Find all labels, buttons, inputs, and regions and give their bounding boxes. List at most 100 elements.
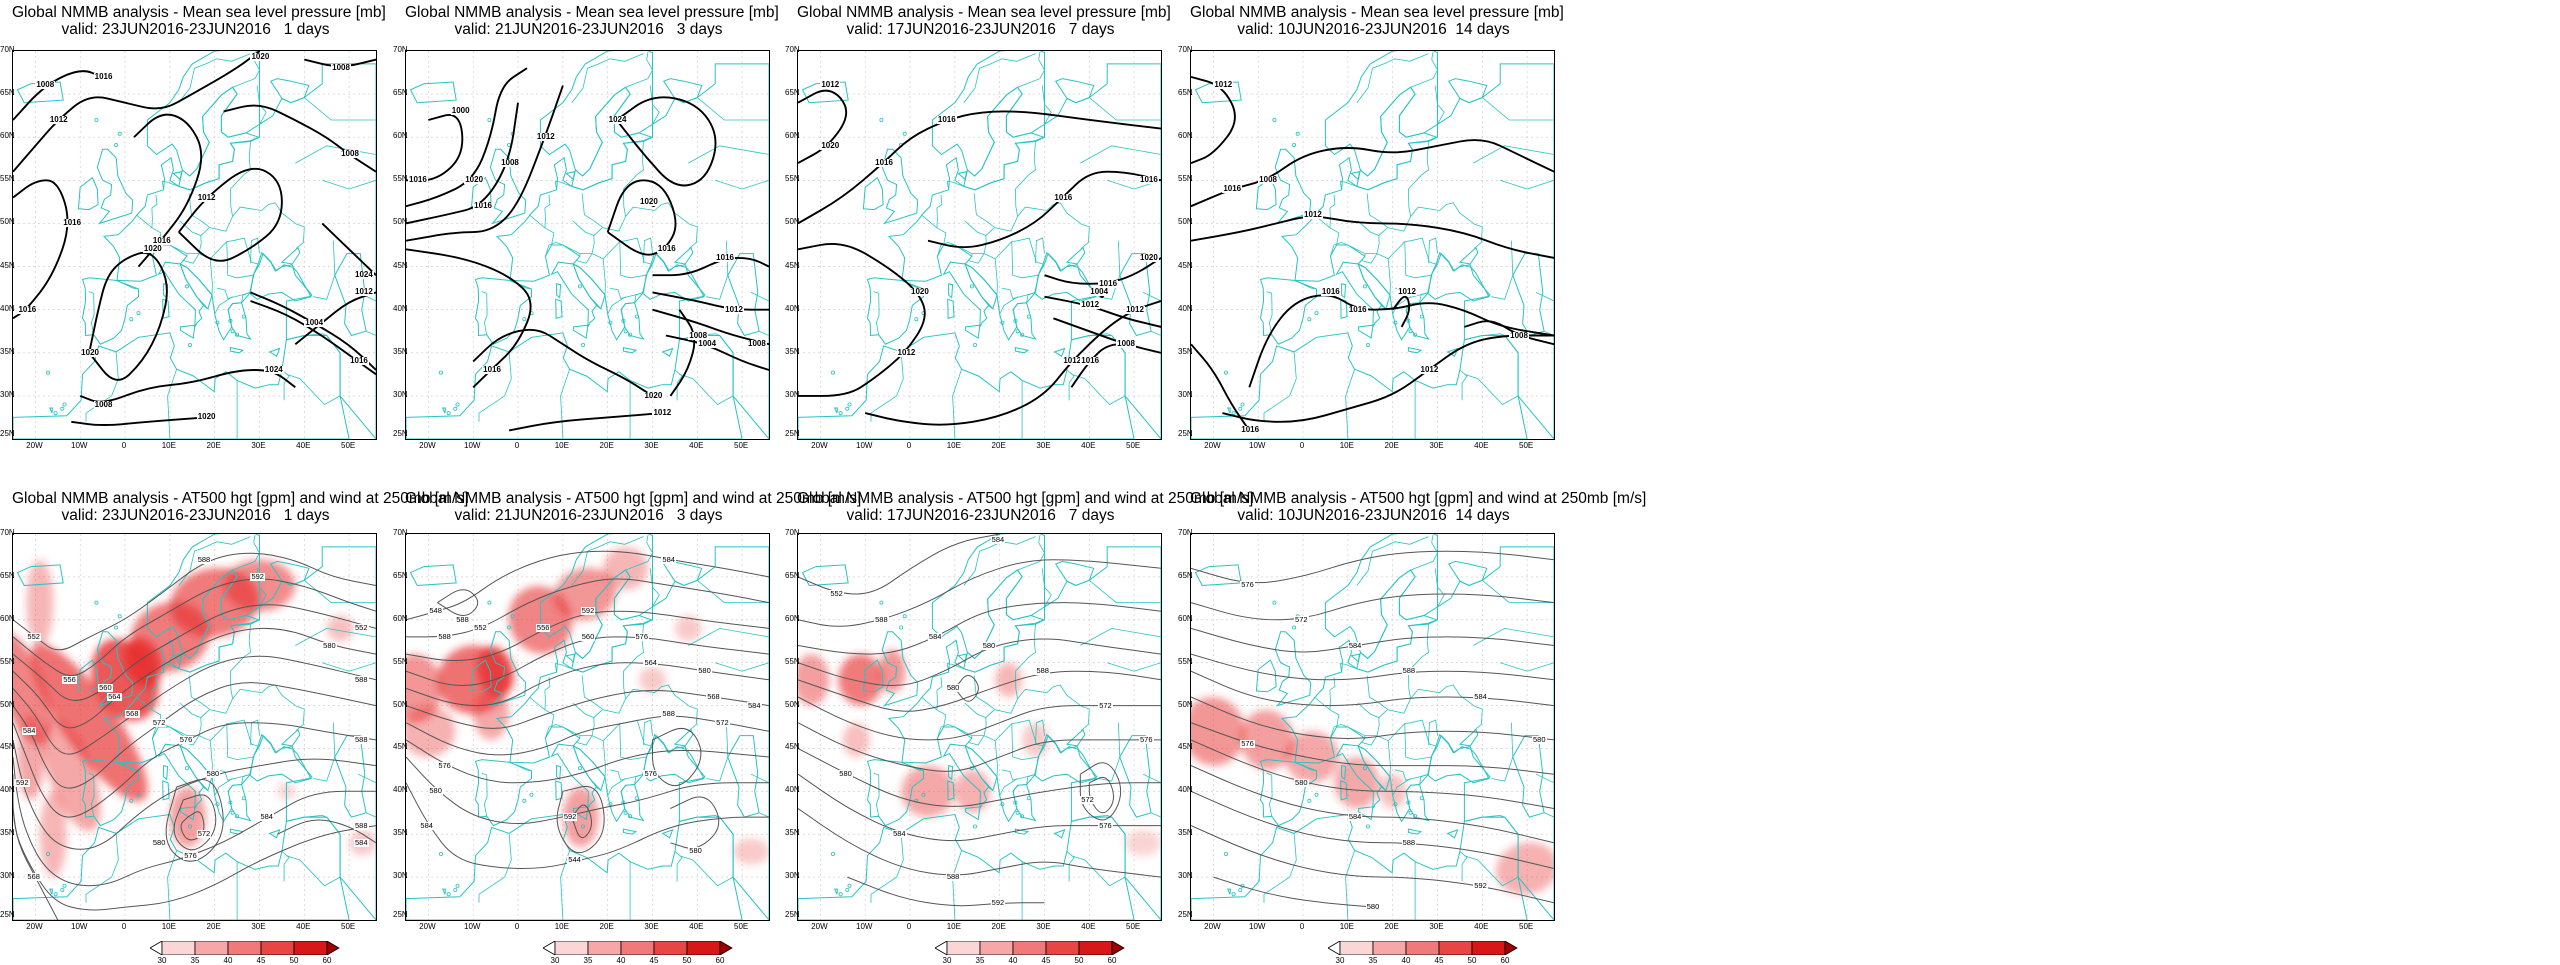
contour-label: 572: [715, 717, 730, 727]
contour-line: [406, 85, 564, 242]
longitude-label: 10W: [1248, 922, 1266, 931]
longitude-label: 20W: [419, 441, 436, 450]
longitude-label: 0: [906, 922, 912, 931]
contour-label: 1008: [747, 339, 767, 349]
contour-line: [1391, 295, 1411, 328]
contour-label: 1012: [1303, 209, 1323, 219]
contour-line: [1191, 722, 1554, 775]
contour-label: 1016: [473, 201, 493, 211]
contour-line: [406, 715, 769, 756]
contour-line: [321, 222, 376, 276]
coastlines: [1191, 51, 1554, 439]
map-frame: 1000100410081012101610201024101610201016…: [405, 50, 770, 440]
contour-line: [13, 808, 59, 920]
msl-pressure-panel: Global NMMB analysis - Mean sea level pr…: [0, 0, 390, 960]
contour-label: 580: [151, 837, 167, 847]
colorbar-under-triangle: [150, 941, 163, 955]
longitude-label: 40E: [1474, 441, 1489, 450]
longitude-label: 20E: [206, 441, 221, 450]
contour-label: 544: [567, 854, 582, 864]
msl-pressure-panel: Global NMMB analysis - Mean sea level pr…: [785, 0, 1175, 960]
contours: [1191, 550, 1554, 908]
contour-label: 1012: [1397, 287, 1417, 297]
longitude-label: 10E: [161, 441, 176, 450]
contour-line: [13, 682, 376, 789]
contour-line: [406, 114, 464, 182]
contour-label: 576: [178, 734, 194, 744]
wind-shade-area: [477, 645, 515, 697]
contour-line: [88, 251, 168, 381]
contour-line: [250, 291, 376, 371]
colorbar-tick-label: 30: [942, 956, 952, 965]
latitude-label: 45N: [785, 742, 800, 752]
contour-label: 588: [1035, 666, 1050, 676]
longitude-label: 50E: [1125, 922, 1141, 931]
contour-line: [1213, 876, 1375, 908]
panel-title: Global NMMB analysis - Mean sea level pr…: [1190, 4, 1564, 21]
contour-line: [798, 534, 1000, 595]
colorbar-tick-label: 35: [1368, 956, 1378, 965]
contour-label: 552: [354, 623, 369, 633]
latitude-label: 30N: [0, 871, 15, 881]
contour-label: 560: [580, 631, 596, 641]
latitude-label: 35N: [785, 346, 800, 356]
longitude-label: 10W: [70, 441, 88, 450]
colorbar-under-triangle: [935, 941, 948, 955]
coastlines: [406, 534, 769, 920]
contour-line: [13, 739, 376, 850]
wind-shade-area: [17, 714, 45, 800]
panel-subtitle: valid: 23JUN2016-23JUN2016 1 days: [61, 507, 330, 524]
contour-label: 1016: [1347, 304, 1368, 314]
contour-line: [133, 113, 203, 268]
longitude-label: 20W: [1204, 441, 1221, 450]
longitude-label: 20E: [599, 441, 614, 450]
contours: [13, 51, 376, 426]
contour-label: 576: [1240, 739, 1255, 749]
colorbar-segment: [1471, 941, 1506, 955]
latitude-label: 45N: [785, 260, 800, 270]
colorbar-segment: [1372, 941, 1407, 955]
contour-line: [13, 722, 376, 818]
latitude-label: 35N: [1178, 346, 1193, 356]
latitude-label: 55N: [0, 656, 15, 666]
colorbar-segment: [946, 941, 981, 955]
latitude-label: 50N: [0, 217, 15, 227]
contour-line: [615, 96, 717, 187]
longitude-label: 30E: [1036, 441, 1051, 450]
longitude-label: 10E: [946, 922, 961, 931]
longitude-label: 10W: [855, 441, 873, 450]
latitude-label: 35N: [0, 828, 15, 838]
latitude-label: 55N: [785, 174, 800, 184]
latitude-label: 60N: [1178, 131, 1193, 141]
contour-line: [798, 242, 926, 397]
contour-label: 1008: [500, 158, 520, 168]
wind-shade-area: [733, 838, 769, 865]
contour-line: [165, 779, 224, 862]
contour-label: 592: [990, 897, 1006, 907]
latitude-label: 70N: [785, 45, 800, 54]
contour-line: [1191, 75, 1236, 164]
latitude-label: 35N: [393, 828, 408, 838]
longitude-label: 50E: [1518, 441, 1534, 450]
contour-line: [173, 794, 217, 851]
latitude-label: 30N: [393, 389, 408, 399]
contour-label: 1020: [643, 390, 664, 400]
contour-line: [1191, 550, 1554, 584]
longitude-label: 40E: [689, 441, 704, 450]
wind-shade-area: [842, 722, 870, 758]
longitude-label: 20E: [206, 922, 221, 931]
contour-label: 580: [428, 786, 443, 796]
latitude-label: 30N: [785, 871, 800, 881]
longitude-label: 20W: [26, 441, 43, 450]
latitude-label: 65N: [785, 570, 800, 580]
colorbar-segment: [620, 941, 655, 955]
contour-label: 1016: [1053, 192, 1074, 202]
contour-label: 592: [562, 812, 578, 822]
map-frame: 1012 1016 1020 1016 1012 1016 1012 1008 1004 1016…: [797, 50, 1162, 440]
longitude-label: 0: [514, 441, 520, 450]
colorbar-segment: [260, 941, 295, 955]
contour-line: [571, 804, 592, 839]
colorbar-over-triangle: [719, 941, 733, 955]
colorbar-tick-label: 50: [289, 956, 299, 965]
latitude-label: 30N: [393, 871, 408, 881]
